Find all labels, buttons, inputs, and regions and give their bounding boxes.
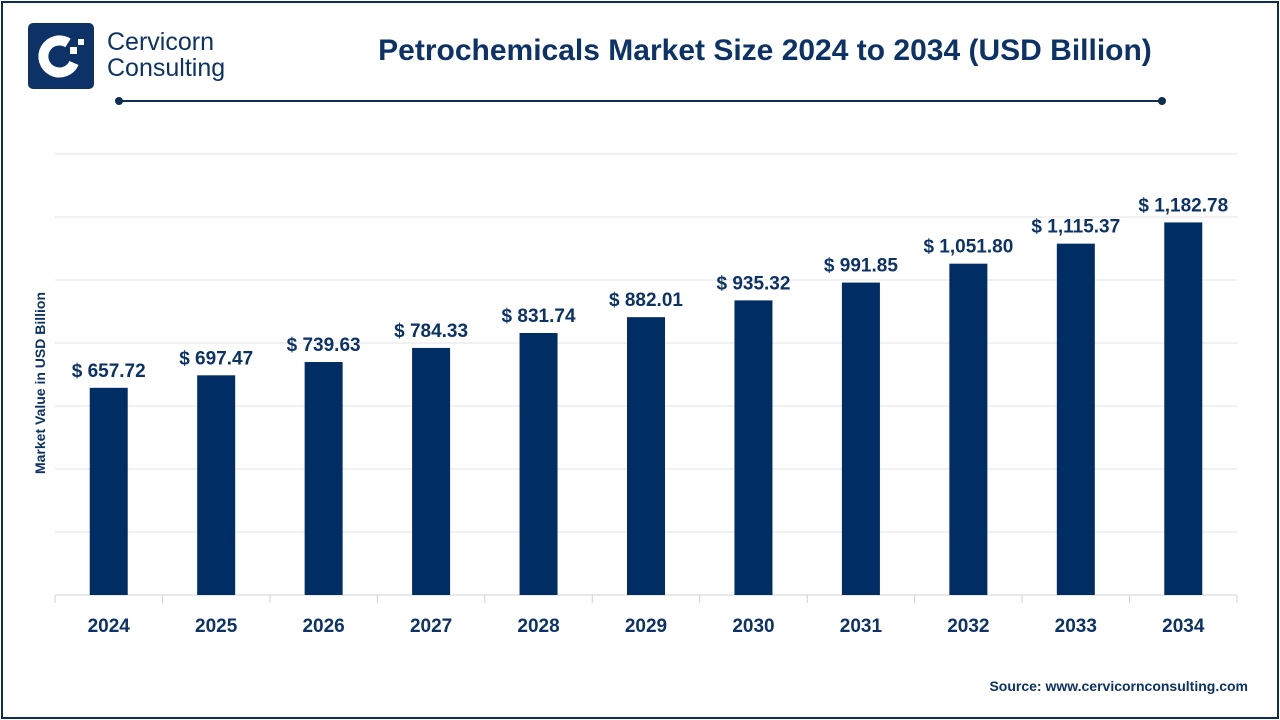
data-label: $ 697.47 bbox=[179, 348, 253, 369]
data-label: $ 1,051.80 bbox=[923, 237, 1013, 258]
bar-2033 bbox=[1056, 243, 1095, 595]
bar-2030 bbox=[734, 300, 773, 595]
rule-dot-left bbox=[115, 97, 123, 105]
x-tick-label: 2029 bbox=[625, 616, 667, 637]
chart-title: Petrochemicals Market Size 2024 to 2034 … bbox=[378, 34, 1152, 67]
x-tick-label: 2027 bbox=[410, 616, 452, 637]
bar-2031 bbox=[841, 282, 880, 595]
bar-2026 bbox=[304, 362, 343, 595]
data-label: $ 739.63 bbox=[287, 335, 361, 356]
data-label: $ 882.01 bbox=[609, 290, 683, 311]
bar-2028 bbox=[519, 333, 558, 595]
data-label: $ 784.33 bbox=[394, 321, 468, 342]
cervicorn-logo-icon bbox=[28, 23, 94, 89]
data-label: $ 1,115.37 bbox=[1031, 217, 1120, 238]
title-rule bbox=[119, 100, 1162, 102]
x-tick-label: 2033 bbox=[1055, 616, 1097, 637]
data-label: $ 991.85 bbox=[824, 256, 898, 277]
data-label: $ 831.74 bbox=[502, 306, 576, 327]
x-tick-label: 2034 bbox=[1162, 616, 1205, 637]
rule-dot-right bbox=[1158, 97, 1166, 105]
brand-line1: Cervicorn bbox=[107, 28, 214, 56]
source-text: Source: www.cervicornconsulting.com bbox=[989, 678, 1248, 694]
data-label: $ 657.72 bbox=[72, 361, 146, 382]
x-tick-label: 2024 bbox=[88, 616, 131, 637]
bar-2032 bbox=[949, 263, 988, 595]
data-label: $ 935.32 bbox=[716, 273, 790, 294]
x-tick-label: 2026 bbox=[302, 616, 344, 637]
brand-line2: Consulting bbox=[107, 54, 226, 82]
x-tick-label: 2031 bbox=[840, 616, 883, 637]
bar-2029 bbox=[627, 317, 665, 595]
x-tick-label: 2028 bbox=[517, 616, 559, 637]
data-label: $ 1,182.78 bbox=[1138, 195, 1228, 216]
bar-2034 bbox=[1164, 222, 1203, 595]
bar-2027 bbox=[412, 347, 451, 595]
x-tick-label: 2025 bbox=[195, 616, 238, 637]
bar-2025 bbox=[197, 375, 236, 595]
bar-2024 bbox=[89, 387, 128, 595]
x-tick-label: 2032 bbox=[947, 616, 989, 637]
brand-name: Cervicorn Consulting bbox=[107, 29, 225, 81]
x-tick-label: 2030 bbox=[732, 616, 774, 637]
